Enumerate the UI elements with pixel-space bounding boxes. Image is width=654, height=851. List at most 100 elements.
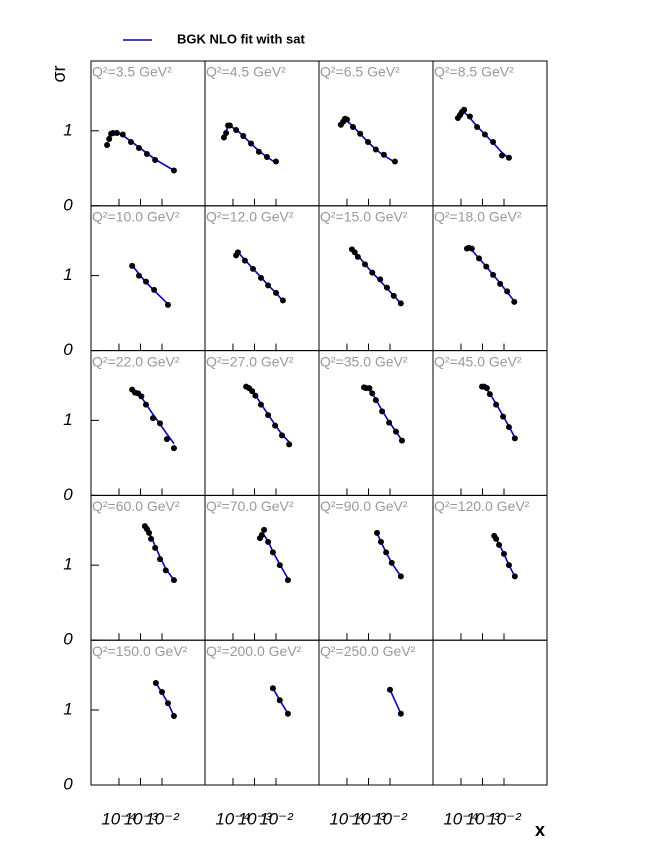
panel-title: Q²=3.5 GeV² [92,64,172,80]
data-point [127,139,134,146]
panel-title: Q²=150.0 GeV² [92,643,188,659]
x-tick-label: 10⁻² [373,809,408,828]
data-point [468,245,475,252]
data-point [476,255,483,262]
data-point [365,139,372,146]
panel-frame [90,60,206,207]
data-point [233,127,240,134]
x-axis-label: x [535,820,545,840]
data-point [369,269,376,276]
data-point [258,532,265,539]
panel-frame [90,205,206,352]
data-point [135,145,142,152]
data-point [398,437,405,444]
panel-title: Q²=35.0 GeV² [320,353,408,369]
panel-title: Q²=4.5 GeV² [206,64,286,80]
y-tick-label: 1 [63,265,72,284]
data-point [272,422,279,429]
panel-frame [432,639,548,786]
x-tick-label: 10⁻⁴ [329,809,364,828]
data-point [349,124,356,131]
data-point [354,253,361,260]
data-point [252,392,259,399]
data-point [380,151,387,158]
data-point [511,573,518,580]
x-tick-label: 10⁻⁴ [443,809,478,828]
panel-frame [432,350,548,496]
y-tick-label: 0 [63,195,73,214]
data-point [257,274,264,281]
data-point [388,559,395,566]
x-tick-label: 10⁻² [487,809,522,828]
data-point [129,262,136,269]
panel-title: Q²=27.0 GeV² [206,353,294,369]
panel-title: Q²=120.0 GeV² [434,498,530,514]
data-point [170,445,177,452]
data-point [493,401,500,408]
data-point [343,116,350,123]
data-point [490,271,497,278]
data-point [255,148,262,155]
data-point [263,154,270,161]
data-point [493,535,500,542]
data-point [391,158,398,165]
y-tick-label: 1 [63,410,72,429]
data-point [138,393,145,400]
fit-line [389,689,402,715]
data-point [170,577,177,584]
data-point [486,391,493,398]
panel-title: Q²=70.0 GeV² [206,498,294,514]
data-point [226,122,233,129]
data-point [397,573,404,580]
data-point [142,401,149,408]
data-point [383,284,390,291]
data-point [466,113,473,120]
panel-title: Q²=15.0 GeV² [320,209,408,225]
panel-title: Q²=22.0 GeV² [92,353,180,369]
data-point [500,550,507,557]
data-point [272,289,279,296]
data-point [390,292,397,299]
panel-frame [432,205,548,352]
data-point [276,562,283,569]
data-point [157,420,164,427]
data-point [269,685,276,692]
legend-label: BGK NLO fit with sat [177,31,306,46]
data-point [170,712,177,719]
data-point [377,538,384,545]
data-point [104,142,111,149]
data-point [284,577,291,584]
data-point [261,526,268,533]
x-tick-label: 10⁻³ [124,809,159,828]
panel-frame [90,494,206,641]
data-point [392,428,399,435]
x-tick-label: 10⁻² [145,809,180,828]
data-point [149,415,156,422]
panel-frame [318,494,434,641]
data-point [152,544,159,551]
data-point [164,301,171,308]
data-point [461,106,468,113]
data-point [397,300,404,307]
data-point [265,538,272,545]
data-point [119,131,126,138]
data-point [372,146,379,153]
data-point [505,562,512,569]
data-point [374,529,381,536]
x-tick-label: 10⁻³ [466,809,501,828]
data-point [148,535,155,542]
data-point [170,167,177,174]
x-tick-label: 10⁻³ [352,809,387,828]
data-point [505,154,512,161]
data-point [481,131,488,138]
data-point [511,298,518,305]
panel-frame [90,350,206,496]
data-point [152,679,159,686]
panel-frame [432,494,548,641]
data-point [496,541,503,548]
data-point [474,124,481,131]
data-point [276,697,283,704]
panel-frame [90,639,206,786]
panel-title: Q²=200.0 GeV² [206,643,302,659]
data-point [377,276,384,283]
